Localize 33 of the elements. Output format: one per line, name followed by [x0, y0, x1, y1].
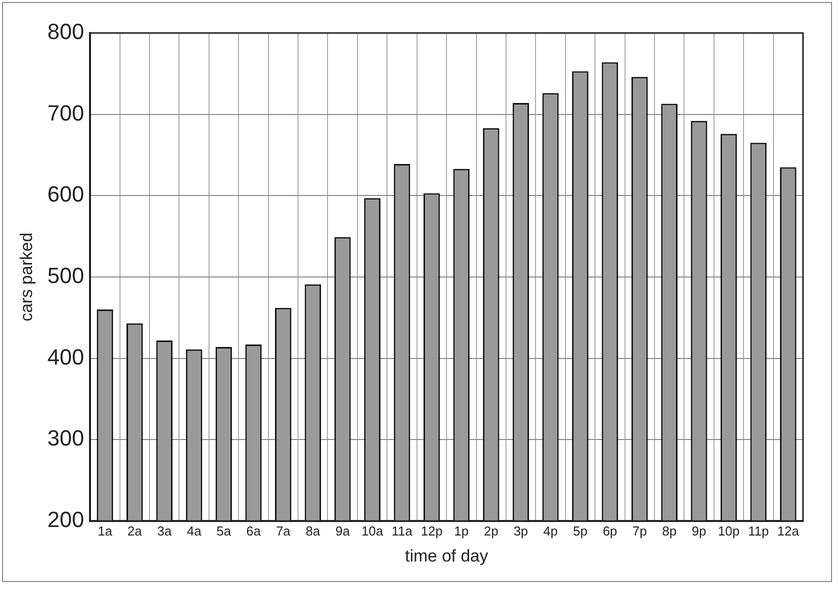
x-tick-label: 7p [632, 523, 647, 538]
x-tick-label: 4p [543, 523, 558, 538]
x-tick-label: 2p [484, 523, 498, 538]
x-tick-label: 2a [127, 523, 143, 538]
x-axis-title: time of day [404, 546, 489, 566]
y-tick-label: 500 [47, 263, 84, 288]
x-tick-label: 1a [98, 523, 113, 538]
y-axis-title: cars parked [16, 232, 36, 322]
x-tick-label: 8p [662, 523, 677, 538]
x-tick-label: 8a [306, 523, 321, 538]
y-tick-label: 200 [47, 507, 84, 532]
x-tick-label: 6a [246, 523, 262, 538]
x-tick-label: 3a [157, 523, 172, 538]
y-tick-label: 300 [47, 426, 84, 451]
x-tick-label: 11p [748, 523, 769, 538]
y-tick-label: 800 [47, 19, 84, 44]
x-tick-label: 12p [420, 523, 443, 538]
x-tick-label: 9p [692, 523, 706, 538]
x-tick-label: 11a [392, 523, 414, 538]
x-tick-label: 4a [186, 523, 202, 538]
x-tick-label: 10p [718, 523, 740, 538]
y-tick-label: 600 [47, 182, 84, 207]
y-tick-label: 700 [47, 100, 84, 126]
x-tick-label: 1p [454, 523, 469, 538]
x-tick-label: 5a [216, 523, 232, 538]
x-tick-label: 10a [361, 523, 384, 538]
x-tick-label: 3p [514, 523, 528, 538]
x-tick-label: 5p [572, 523, 588, 538]
x-tick-label: 6p [602, 523, 618, 538]
x-tick-label: 12a [777, 523, 800, 538]
x-tick-label: 7a [276, 523, 292, 538]
x-tick-label: 9a [335, 523, 351, 538]
y-tick-label: 400 [47, 344, 84, 370]
